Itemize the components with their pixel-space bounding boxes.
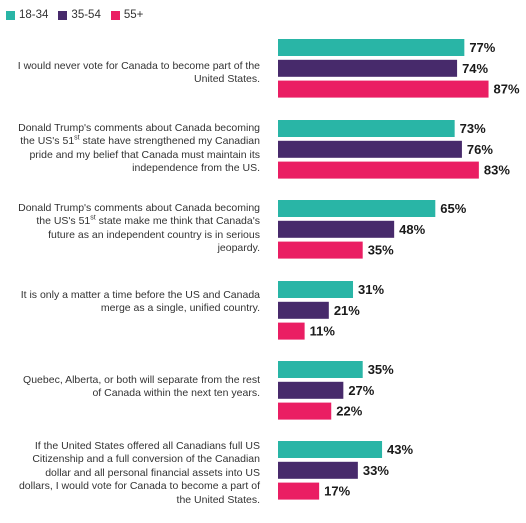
value-label-q1-series3: 87% — [494, 82, 520, 97]
question-label-4: It is only a matter a time before the US… — [20, 289, 260, 315]
bar-q4-series1 — [278, 281, 354, 298]
bar-q2-series3 — [278, 161, 479, 179]
value-label-q2-series1: 73% — [460, 121, 486, 136]
value-label-q6-series2: 33% — [363, 463, 389, 478]
legend-item-18-34: 18-34 — [6, 9, 48, 21]
value-label-q4-series2: 21% — [334, 303, 360, 318]
value-label-q6-series3: 17% — [324, 484, 350, 499]
legend-item-55-plus: 55+ — [110, 9, 144, 21]
bar-q6-series1 — [278, 441, 383, 458]
value-label-q5-series3: 22% — [336, 404, 362, 419]
bar-q5-series2 — [278, 381, 344, 399]
question-label-2: Donald Trump's comments about Canada bec… — [18, 122, 260, 175]
bar-q5-series1 — [278, 361, 363, 378]
value-label-q2-series3: 83% — [484, 163, 510, 178]
value-label-q3-series1: 65% — [440, 201, 466, 216]
bar-q1-series1 — [278, 39, 465, 56]
question-label-3: Donald Trump's comments about Canada bec… — [18, 202, 260, 255]
value-label-q1-series1: 77% — [469, 40, 495, 55]
value-label-q5-series2: 27% — [348, 383, 374, 398]
value-label-q3-series3: 35% — [368, 243, 394, 258]
bar-q6-series3 — [278, 482, 320, 500]
bar-q3-series2 — [278, 220, 395, 238]
value-label-q6-series1: 43% — [387, 442, 413, 457]
question-label-1: I would never vote for Canada to become … — [17, 60, 260, 86]
legend-item-35-54: 35-54 — [58, 9, 101, 21]
bar-q4-series3 — [278, 322, 305, 340]
legend-label-18-34: 18-34 — [19, 9, 49, 21]
bar-q6-series2 — [278, 461, 358, 479]
value-label-q1-series2: 74% — [462, 61, 488, 76]
bar-q2-series1 — [278, 120, 455, 137]
legend-swatch-18-34 — [6, 10, 15, 20]
value-label-q3-series2: 48% — [399, 222, 425, 237]
bar-q1-series3 — [278, 80, 489, 98]
bar-q3-series1 — [278, 200, 436, 217]
bar-q4-series2 — [278, 301, 329, 319]
value-label-q2-series2: 76% — [467, 142, 493, 157]
value-label-q4-series1: 31% — [358, 282, 384, 297]
legend: 18-34 35-54 55+ — [6, 8, 153, 22]
value-label-q4-series3: 11% — [310, 324, 336, 339]
bar-q3-series3 — [278, 241, 363, 259]
bar-q1-series2 — [278, 59, 458, 77]
legend-label-35-54: 35-54 — [71, 9, 101, 21]
question-label-5: Quebec, Alberta, or both will separate f… — [23, 374, 260, 400]
question-label-6: If the United States offered all Canadia… — [18, 440, 260, 506]
legend-swatch-55-plus — [110, 10, 120, 20]
legend-label-55-plus: 55+ — [123, 9, 144, 21]
bar-q2-series2 — [278, 140, 462, 158]
legend-swatch-35-54 — [58, 10, 68, 20]
value-label-q5-series1: 35% — [368, 362, 394, 377]
bar-q5-series3 — [278, 402, 332, 420]
